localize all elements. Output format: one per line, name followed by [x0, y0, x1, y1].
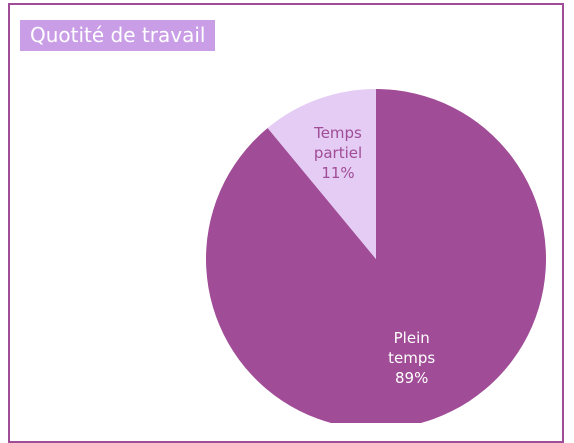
pie-slice	[267, 89, 376, 259]
category-label: Plein temps	[388, 329, 436, 368]
value-label: 11%	[321, 164, 355, 183]
category-label: Temps partiel	[313, 124, 363, 163]
page: Quotité de travail (() => { const data =…	[8, 3, 564, 443]
chart-title: Quotité de travail	[20, 20, 216, 51]
value-label: 89%	[395, 369, 429, 388]
slice-label: Plein temps 89%	[377, 328, 447, 388]
chart	[206, 89, 546, 423]
pie-slice	[206, 89, 546, 423]
slice-label: Temps partiel 11%	[303, 123, 373, 183]
